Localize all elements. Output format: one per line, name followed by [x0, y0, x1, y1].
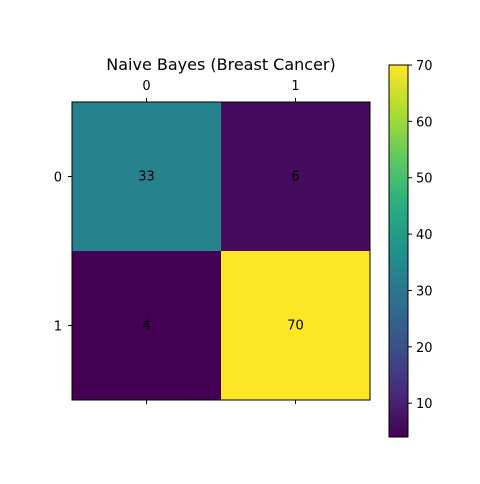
plot-frame: [71, 101, 371, 401]
y-tick-label-1: 1: [54, 320, 62, 335]
heatmap-cell-0-0: [72, 102, 221, 251]
heatmap-cells: [72, 102, 370, 400]
cell-value-0-1: 6: [291, 170, 299, 185]
colorbar-tick-label-3: 40: [416, 228, 433, 243]
x-tick-label-1: 1: [291, 79, 299, 94]
axes: 0 1 0 1: [54, 79, 371, 404]
colorbar-tick-label-5: 60: [416, 115, 433, 130]
heatmap-cell-1-0: [72, 251, 221, 400]
colorbar-tick-label-1: 20: [416, 341, 433, 356]
x-tick-label-0: 0: [142, 79, 150, 94]
heatmap-cell-1-1: [221, 251, 370, 400]
colorbar-tick-label-6: 70: [416, 59, 433, 74]
colorbar-tick-label-0: 10: [416, 397, 433, 412]
heatmap-cell-0-1: [221, 102, 370, 251]
cell-value-labels: 33 6 4 70: [138, 170, 304, 334]
colorbar-frame: [388, 64, 409, 438]
colorbar-tick-label-4: 50: [416, 172, 433, 187]
colorbar-gradient: [389, 65, 408, 437]
chart-title: Naive Bayes (Breast Cancer): [106, 55, 336, 74]
colorbar-tick-label-2: 30: [416, 284, 433, 299]
cell-value-1-1: 70: [287, 319, 304, 334]
y-tick-label-0: 0: [54, 171, 62, 186]
colorbar: 10 20 30 40 50 60 70: [388, 59, 433, 438]
cell-value-0-0: 33: [138, 170, 155, 185]
cell-value-1-0: 4: [142, 319, 150, 334]
